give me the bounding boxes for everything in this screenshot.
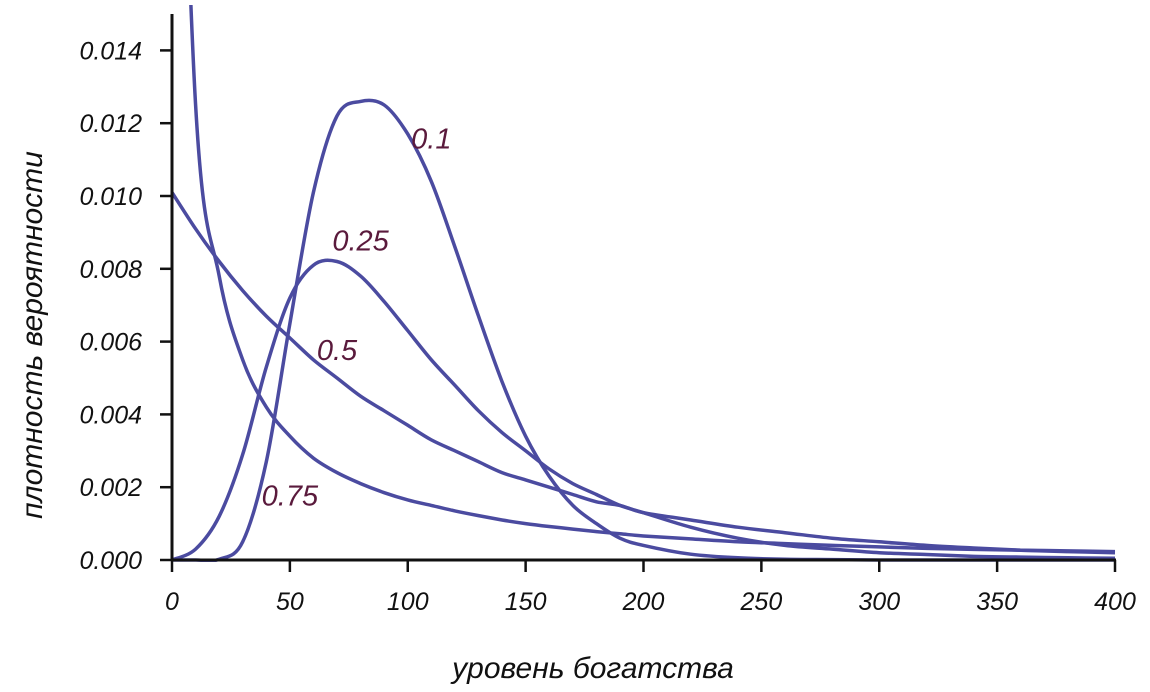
y-tick-label: 0.010	[79, 183, 142, 211]
x-axis-title: уровень богатства	[450, 652, 734, 685]
x-tick-label: 350	[976, 588, 1018, 616]
series-group	[172, 5, 1116, 562]
x-axis-ticks: 0 50 100 150 200 250 300 350 400	[165, 560, 1136, 616]
series-line-0.75	[189, 5, 1116, 554]
y-tick-label: 0.012	[79, 110, 142, 138]
series-label-0.1: 0.1	[411, 124, 451, 156]
x-tick-label: 0	[165, 588, 179, 616]
series-line-0.25	[172, 258, 1116, 562]
series-label-0.5: 0.5	[317, 335, 358, 367]
y-tick-label: 0.006	[79, 329, 142, 357]
x-tick-label: 250	[740, 588, 783, 616]
y-tick-label: 0.014	[79, 37, 142, 65]
y-axis-ticks: 0.000 0.002 0.004 0.006 0.008 0.010 0.012 0.014	[79, 37, 172, 575]
y-tick-label: 0.002	[79, 474, 142, 502]
x-tick-label: 50	[276, 588, 304, 616]
x-tick-label: 400	[1094, 588, 1136, 616]
x-tick-label: 100	[387, 588, 429, 616]
series-line-0.5	[172, 191, 1116, 555]
x-tick-label: 300	[858, 588, 900, 616]
y-tick-label: 0.004	[79, 401, 142, 429]
y-tick-label: 0.008	[79, 256, 142, 284]
y-axis-title: плотность вероятности	[16, 151, 49, 519]
y-tick-label: 0.000	[79, 547, 142, 575]
series-label-0.75: 0.75	[262, 480, 319, 512]
curve-labels: 0.1 0.25 0.5 0.75	[262, 124, 452, 513]
x-tick-label: 200	[622, 588, 665, 616]
series-label-0.25: 0.25	[332, 226, 389, 258]
axes-group	[170, 14, 1116, 562]
x-tick-label: 150	[505, 588, 547, 616]
